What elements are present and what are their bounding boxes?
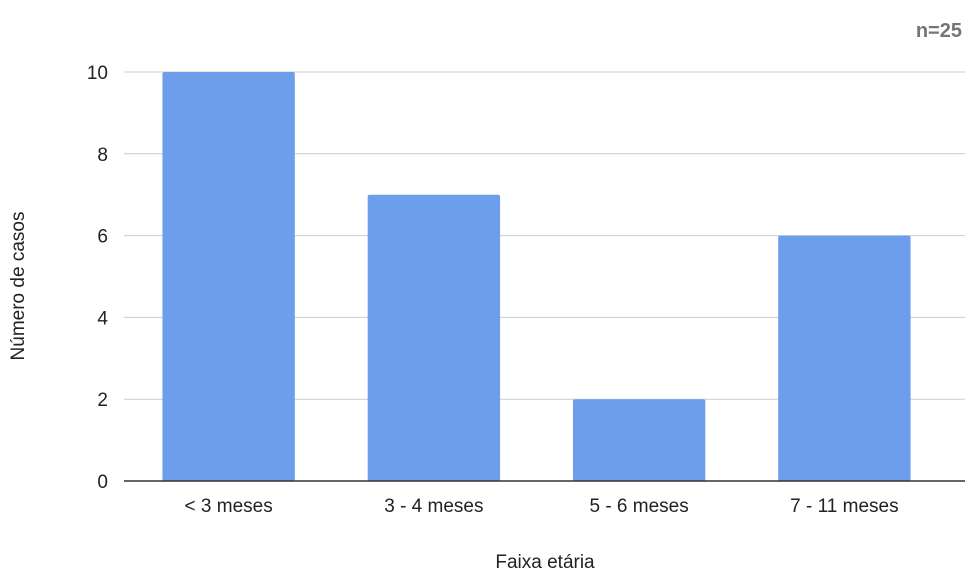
x-tick-label: < 3 meses — [185, 496, 273, 517]
bar-1 — [162, 72, 295, 481]
y-tick-labels: 0 2 4 6 8 10 — [87, 63, 109, 493]
bars — [162, 72, 911, 481]
y-tick-label: 2 — [97, 390, 108, 411]
bar-4 — [778, 235, 911, 481]
x-tick-label: 5 - 6 meses — [589, 496, 688, 517]
bar-3 — [572, 399, 706, 481]
x-axis-title: Faixa etária — [495, 552, 595, 573]
sample-size-annotation: n=25 — [916, 20, 962, 42]
bar-2 — [367, 194, 501, 481]
y-tick-label: 0 — [97, 472, 108, 493]
y-axis-title: Número de casos — [8, 212, 29, 361]
y-tick-label: 10 — [87, 63, 108, 84]
y-tick-label: 8 — [97, 145, 108, 166]
y-tick-label: 4 — [97, 308, 108, 329]
y-tick-label: 6 — [97, 227, 108, 248]
x-tick-label: 3 - 4 meses — [384, 496, 483, 517]
x-tick-labels: < 3 meses 3 - 4 meses 5 - 6 meses 7 - 11 me… — [185, 496, 899, 517]
x-tick-label: 7 - 11 meses — [790, 496, 898, 517]
